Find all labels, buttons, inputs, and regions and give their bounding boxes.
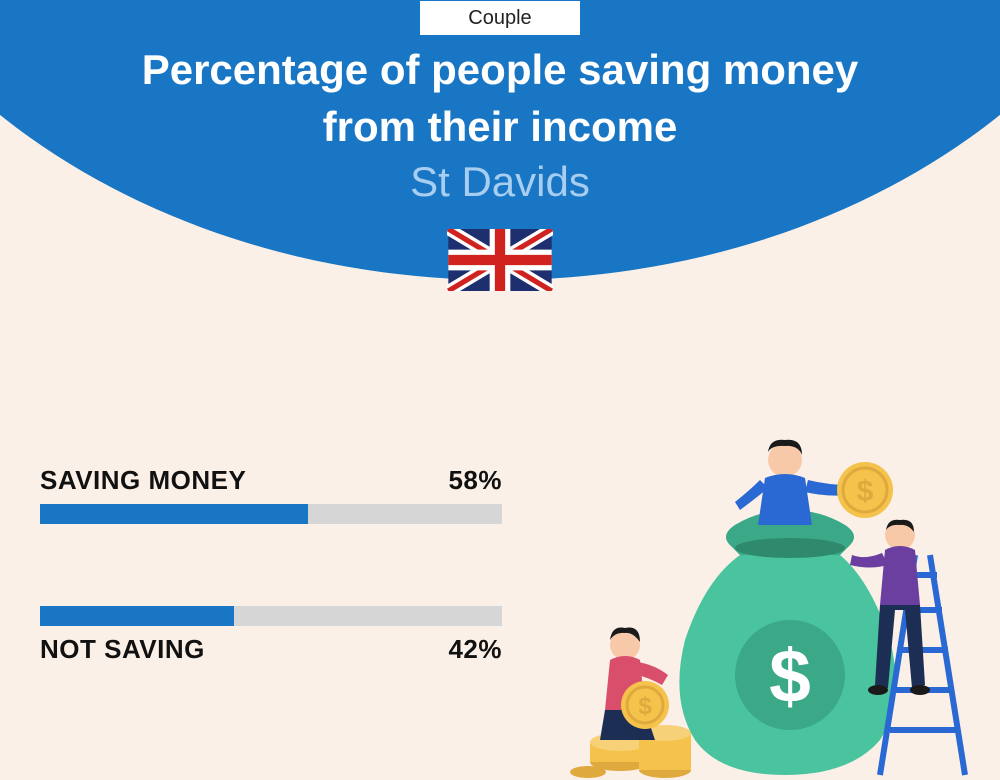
bar-notsaving-fill [40,606,234,626]
money-bag-icon: $ [679,510,895,775]
bar-notsaving-track [40,606,502,626]
bar-notsaving-labels: NOT SAVING 42% [40,634,502,665]
bar-saving-label: SAVING MONEY [40,465,246,496]
bar-saving: SAVING MONEY 58% [40,465,502,524]
svg-text:$: $ [769,634,811,718]
category-badge: Couple [420,1,580,35]
savings-illustration: $ $ $ [560,430,980,780]
location-subtitle: St Davids [0,158,1000,206]
bars-area: SAVING MONEY 58% NOT SAVING 42% [40,465,502,747]
svg-text:$: $ [857,475,874,508]
bar-notsaving-pct: 42% [448,634,502,665]
bar-saving-fill [40,504,308,524]
uk-flag-icon [447,229,553,291]
person-left-icon: $ [600,628,669,741]
bar-saving-pct: 58% [448,465,502,496]
person-top-icon: $ [735,440,893,525]
bar-saving-labels: SAVING MONEY 58% [40,465,502,496]
bar-notsaving-label: NOT SAVING [40,634,205,665]
category-badge-text: Couple [468,7,531,30]
page-title: Percentage of people saving money from t… [0,42,1000,155]
svg-text:$: $ [638,693,652,720]
title-line-2: from their income [323,103,678,150]
bar-saving-track [40,504,502,524]
title-line-1: Percentage of people saving money [142,46,859,93]
bar-notsaving: NOT SAVING 42% [40,606,502,665]
